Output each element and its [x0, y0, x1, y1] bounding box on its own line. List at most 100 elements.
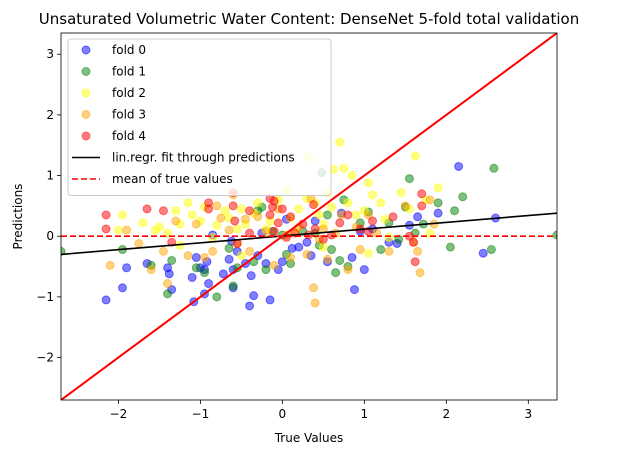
data-point: [363, 178, 373, 188]
legend-marker: [81, 110, 91, 119]
data-point: [220, 206, 230, 216]
x-tick-label: −2: [110, 407, 128, 421]
x-tick-label: 0: [279, 407, 287, 421]
identity-line: [61, 33, 557, 400]
data-point: [339, 163, 349, 173]
data-point: [417, 189, 427, 199]
data-point: [410, 151, 420, 161]
data-point: [310, 298, 320, 308]
data-point: [273, 218, 283, 228]
data-point: [138, 218, 148, 228]
legend-entry: mean of true values: [72, 172, 233, 186]
data-point: [216, 213, 226, 223]
data-point: [236, 251, 246, 261]
data-point: [208, 232, 218, 242]
data-point: [232, 224, 242, 234]
data-point: [228, 281, 238, 291]
legend-marker: [81, 131, 91, 141]
data-point: [187, 272, 197, 282]
data-point: [218, 269, 228, 279]
regression-line: [61, 212, 557, 256]
data-point: [413, 246, 423, 256]
data-point: [122, 263, 132, 273]
data-point: [335, 255, 345, 265]
data-point: [164, 269, 174, 279]
data-point: [183, 198, 193, 208]
data-point: [163, 279, 173, 289]
legend-entry: fold 0: [81, 43, 146, 57]
data-point: [302, 249, 312, 259]
data-point: [384, 246, 394, 256]
x-axis-label: True Values: [274, 431, 344, 445]
y-tick-label: 0: [46, 229, 54, 243]
legend-label: fold 1: [112, 65, 146, 79]
legend-entry: lin.regr. fit through predictions: [72, 151, 295, 165]
data-point: [359, 265, 369, 275]
data-point: [191, 252, 201, 262]
data-point: [450, 206, 460, 216]
data-point: [309, 200, 319, 210]
data-point: [376, 198, 386, 208]
data-point: [380, 214, 390, 224]
data-point: [343, 198, 353, 208]
data-point: [245, 246, 255, 256]
legend-label: fold 3: [112, 108, 146, 122]
data-point: [322, 210, 332, 220]
data-point: [486, 245, 496, 255]
legend-marker: [81, 67, 91, 76]
data-point: [228, 201, 238, 211]
plot-frame: [60, 32, 558, 401]
data-point: [208, 246, 218, 256]
data-point: [101, 210, 111, 220]
data-point: [253, 212, 263, 222]
data-point: [294, 242, 304, 252]
data-point: [113, 225, 123, 235]
data-point: [331, 268, 341, 278]
data-point: [269, 196, 279, 206]
data-point: [277, 204, 287, 214]
data-point: [167, 255, 177, 265]
x-tick-label: −1: [192, 407, 210, 421]
data-point: [117, 283, 127, 293]
data-point: [163, 289, 173, 299]
data-point: [347, 252, 357, 262]
data-point: [212, 201, 222, 211]
data-point: [409, 237, 419, 247]
data-point: [158, 206, 168, 216]
legend-entry: fold 1: [81, 65, 146, 79]
data-point: [230, 216, 240, 226]
legend-label: mean of true values: [112, 172, 233, 186]
data-point: [163, 228, 173, 238]
data-point: [425, 195, 435, 205]
legend-entry: fold 3: [81, 108, 146, 122]
x-tick-label: 3: [524, 407, 532, 421]
data-point: [314, 210, 324, 220]
plot-area: [61, 33, 557, 400]
data-point: [224, 225, 234, 235]
data-point: [277, 257, 287, 267]
legend-label: fold 2: [112, 86, 146, 100]
legend-label: fold 4: [112, 129, 146, 143]
data-point: [458, 192, 468, 202]
data-point: [253, 198, 263, 208]
data-point: [410, 257, 420, 267]
data-point: [425, 228, 435, 238]
data-point: [269, 260, 279, 270]
x-tick-label: 2: [443, 407, 451, 421]
data-point: [183, 251, 193, 261]
data-point: [101, 224, 111, 234]
data-point: [117, 210, 127, 220]
x-tick-label: 1: [361, 407, 369, 421]
data-point: [388, 212, 398, 222]
data-point: [368, 216, 378, 226]
data-point: [134, 238, 144, 248]
data-point: [309, 283, 319, 293]
data-point: [318, 234, 328, 244]
legend-marker: [81, 88, 91, 98]
data-point: [343, 265, 353, 275]
data-point: [212, 292, 222, 302]
data-point: [261, 226, 271, 236]
data-point: [417, 201, 427, 211]
data-point: [376, 245, 386, 255]
